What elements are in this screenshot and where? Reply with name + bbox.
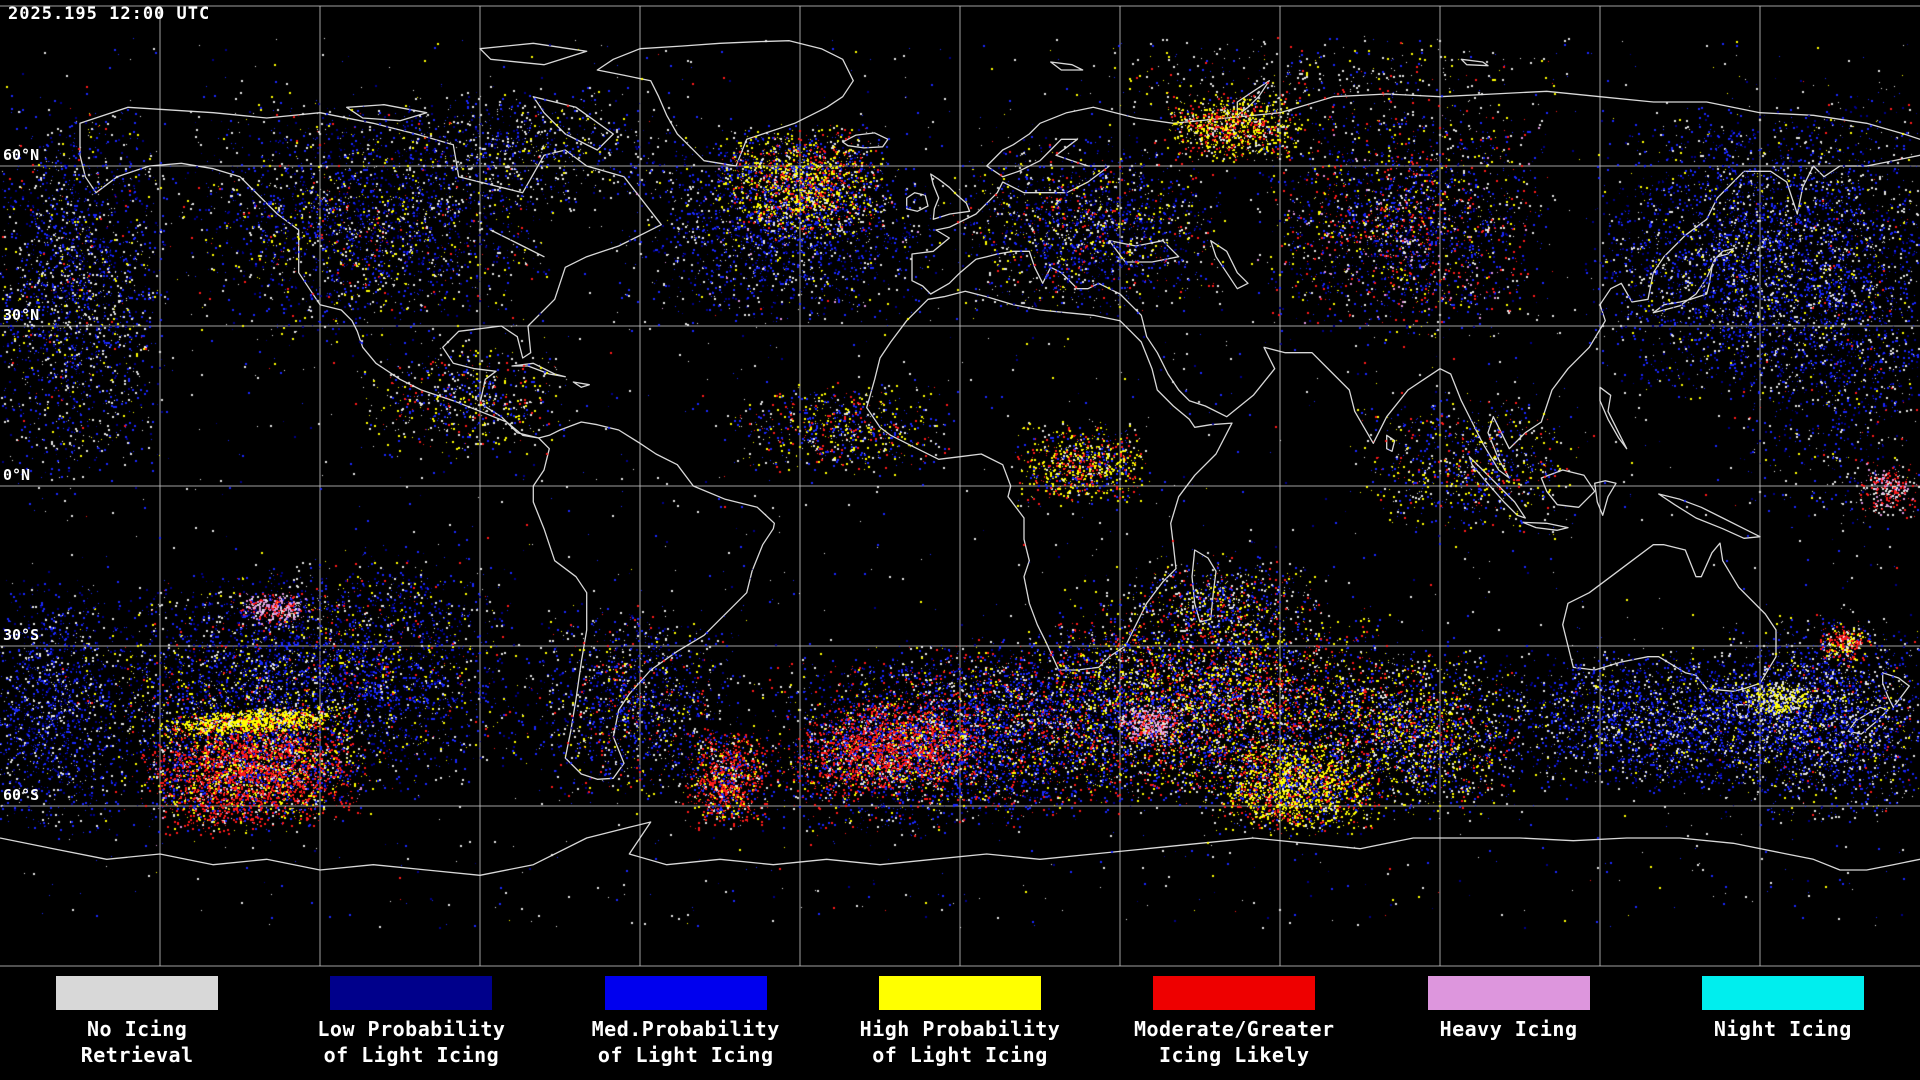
latitude-label: 0°N [3,466,31,484]
icing-map: 2025.195 12:00 UTC 60°N 30°N 0°N 30°S 60°S [0,0,1920,970]
no-icing-retrieval-swatch [56,976,219,1010]
legend-item-night-icing: Night Icing [1646,970,1920,1042]
latitude-label: 30°N [3,306,40,324]
legend-item-label: Med.Probability of Light Icing [591,1017,780,1067]
legend: No Icing Retrieval Low Probability of Light… [0,970,1920,1080]
legend-item-label: Moderate/Greater Icing Likely [1133,1017,1335,1067]
legend-item-label: No Icing Retrieval [80,1017,194,1067]
med-prob-light-icing-swatch [604,976,767,1010]
legend-item-no-icing-retrieval: No Icing Retrieval [0,970,274,1068]
legend-item-label: Heavy Icing [1439,1017,1578,1041]
legend-item-label: Low Probability of Light Icing [317,1017,506,1067]
legend-item-high-prob-light-icing: High Probability of Light Icing [823,970,1097,1068]
legend-item-label: High Probability of Light Icing [859,1017,1061,1067]
timestamp-label: 2025.195 12:00 UTC [8,4,211,24]
latitude-label: 60°S [3,786,40,804]
legend-item-heavy-icing: Heavy Icing [1371,970,1645,1042]
heavy-icing-swatch [1427,976,1590,1010]
moderate-greater-icing-swatch [1153,976,1316,1010]
latitude-label: 30°S [3,626,40,644]
legend-item-moderate-greater-icing: Moderate/Greater Icing Likely [1097,970,1371,1068]
high-prob-light-icing-swatch [878,976,1041,1010]
legend-item-label: Night Icing [1713,1017,1852,1041]
latitude-label: 60°N [3,146,40,164]
night-icing-swatch [1701,976,1864,1010]
icing-data-canvas [0,0,1920,970]
legend-item-low-prob-light-icing: Low Probability of Light Icing [274,970,548,1068]
low-prob-light-icing-swatch [330,976,493,1010]
legend-item-med-prob-light-icing: Med.Probability of Light Icing [549,970,823,1068]
